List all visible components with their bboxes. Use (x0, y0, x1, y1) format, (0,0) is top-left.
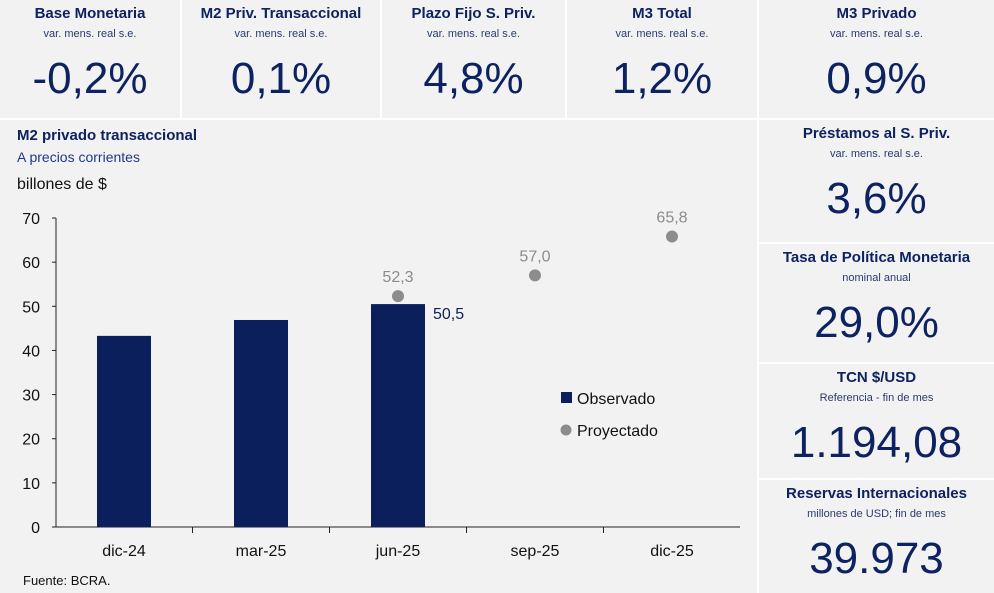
indicator-tile: TCN $/USD Referencia - fin de mes 1.194,08 (759, 364, 994, 478)
tile-title: Plazo Fijo S. Priv. (411, 5, 536, 22)
projected-point (529, 269, 541, 282)
tile-value: 3,6% (826, 174, 927, 223)
tile-subtitle: var. mens. real s.e. (234, 28, 328, 40)
point-data-label: 57,0 (519, 248, 550, 265)
tile-title: Reservas Internacionales (786, 485, 967, 502)
x-tick-label: dic-25 (650, 543, 694, 560)
tile-subtitle: var. mens. real s.e. (427, 28, 520, 40)
tile-value: 39.973 (809, 534, 944, 583)
tile-value: 29,0% (814, 298, 939, 347)
y-axis-unit: billones de $ (17, 176, 107, 193)
indicator-tile: Reservas Internacionales millones de USD;… (759, 480, 994, 593)
chart-title: M2 privado transaccional (17, 127, 198, 144)
x-tick-label: dic-24 (102, 543, 146, 560)
x-tick-label: jun-25 (375, 543, 421, 560)
indicator-tile: M3 Privado var. mens. real s.e. 0,9% (759, 0, 994, 118)
bar (371, 304, 425, 527)
legend-label: Observado (577, 391, 655, 408)
y-tick-label: 40 (22, 343, 40, 360)
tile-title: TCN $/USD (836, 369, 917, 386)
indicator-tile: Tasa de Política Monetaria nominal anual 2… (759, 244, 994, 362)
tile-subtitle: var. mens. real s.e. (615, 28, 709, 40)
bar-data-label: 50,5 (433, 306, 464, 323)
x-tick-label: mar-25 (236, 543, 287, 560)
m2-chart-panel: M2 privado transaccional A precios corri… (0, 120, 757, 593)
tile-value: 4,8% (423, 54, 524, 103)
tile-subtitle: nominal anual (842, 272, 911, 284)
tile-title: M3 Total (632, 5, 692, 22)
tile-subtitle: var. mens. real s.e. (830, 28, 923, 40)
indicator-tile: Préstamos al S. Priv. var. mens. real s.e… (759, 120, 994, 242)
legend-point-swatch (560, 424, 572, 436)
point-data-label: 65,8 (656, 210, 687, 227)
indicator-tile: Plazo Fijo S. Priv. var. mens. real s.e. 4… (382, 0, 565, 118)
y-tick-label: 50 (22, 299, 40, 316)
y-tick-label: 0 (31, 520, 40, 537)
tile-title: M3 Privado (836, 5, 917, 22)
x-tick-label: sep-25 (511, 543, 560, 560)
tile-title: Base Monetaria (34, 5, 146, 22)
bar (234, 319, 288, 527)
tile-title: Préstamos al S. Priv. (802, 125, 951, 142)
tile-value: 1.194,08 (790, 418, 963, 467)
tile-subtitle: millones de USD; fin de mes (807, 508, 946, 520)
tile-value: -0,2% (32, 54, 148, 103)
source-note: Fuente: BCRA. (23, 573, 111, 588)
y-tick-label: 20 (22, 432, 40, 449)
indicator-tile: M3 Total var. mens. real s.e. 1,2% (567, 0, 757, 118)
chart-svg: 0 10 20 30 40 50 60 70 dic-24 mar-25 jun-25 sep-25 d… (22, 210, 740, 560)
tile-value: 1,2% (611, 54, 713, 103)
indicator-tile: Base Monetaria var. mens. real s.e. -0,2% (0, 0, 180, 118)
bar (97, 335, 151, 527)
tile-title: Tasa de Política Monetaria (782, 249, 971, 266)
legend-label: Proyectado (577, 423, 658, 440)
projected-point (392, 290, 404, 303)
y-tick-label: 70 (22, 211, 40, 228)
y-tick-label: 30 (22, 388, 40, 405)
tile-title: M2 Priv. Transaccional (200, 5, 362, 22)
y-tick-label: 60 (22, 255, 40, 272)
tile-subtitle: Referencia - fin de mes (819, 392, 934, 404)
tile-subtitle: var. mens. real s.e. (43, 28, 137, 40)
chart-subtitle: A precios corrientes (17, 149, 140, 165)
projected-point (666, 230, 678, 243)
legend-bar-swatch (561, 392, 572, 403)
tile-value: 0,1% (230, 54, 332, 103)
indicator-tile: M2 Priv. Transaccional var. mens. real s.… (182, 0, 380, 118)
y-tick-label: 10 (22, 476, 40, 493)
tile-value: 0,9% (826, 54, 927, 103)
point-data-label: 52,3 (382, 269, 413, 286)
tile-subtitle: var. mens. real s.e. (830, 148, 923, 160)
